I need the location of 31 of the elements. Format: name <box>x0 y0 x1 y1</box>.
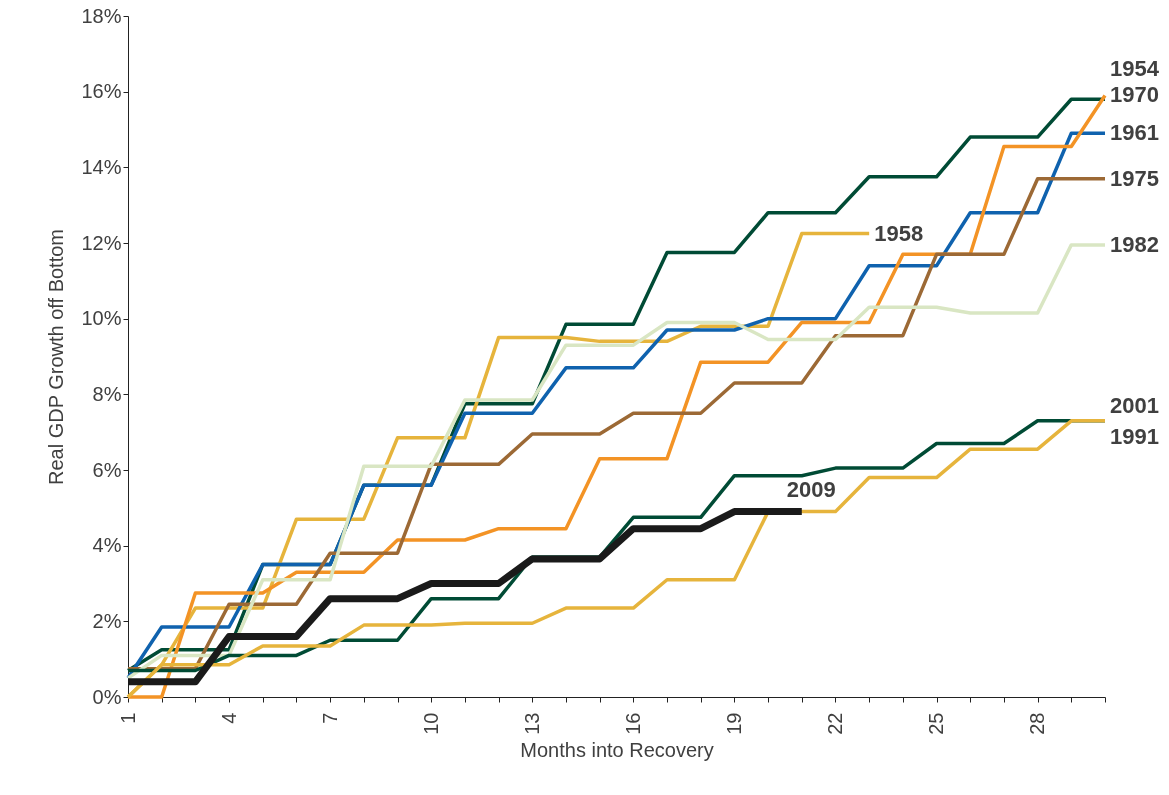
y-tick-label: 10% <box>81 307 122 330</box>
y-tick-label: 2% <box>92 609 122 632</box>
series-label: 1954 <box>1110 56 1160 82</box>
series-label: 1958 <box>874 220 924 246</box>
y-tick-label: 4% <box>92 534 122 557</box>
series-label: 2009 <box>786 476 836 502</box>
x-tick-label: 7 <box>318 712 341 724</box>
x-tick-label: 25 <box>925 712 948 735</box>
y-tick-label: 14% <box>81 155 122 178</box>
y-tick-label: 18% <box>81 4 122 27</box>
series-label: 1970 <box>1110 82 1159 108</box>
x-tick-label: 22 <box>823 712 846 735</box>
series-label: 1991 <box>1110 423 1159 449</box>
y-tick-label: 0% <box>92 685 122 708</box>
y-axis-title: Real GDP Growth off Bottom <box>45 228 68 486</box>
x-tick-label: 19 <box>722 712 745 735</box>
y-tick-label: 8% <box>92 382 122 405</box>
x-tick-label: 16 <box>621 712 644 735</box>
series-label: 1961 <box>1110 120 1159 146</box>
y-tick-label: 12% <box>81 231 122 254</box>
x-tick-label: 10 <box>419 712 442 735</box>
y-tick-label: 6% <box>92 458 122 481</box>
x-tick-label: 13 <box>520 712 543 735</box>
x-tick-label: 1 <box>116 712 139 724</box>
y-tick-label: 16% <box>81 80 122 103</box>
series-label: 2001 <box>1110 392 1159 418</box>
x-axis-title: Months into Recovery <box>520 738 714 761</box>
x-tick-label: 4 <box>217 712 240 724</box>
x-tick-label: 28 <box>1026 712 1049 735</box>
series-label: 1975 <box>1110 165 1159 191</box>
series-label: 1982 <box>1110 231 1159 257</box>
